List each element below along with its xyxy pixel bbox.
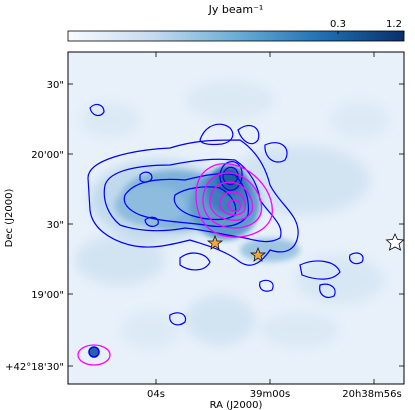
magenta-beam [77, 344, 111, 366]
y-tick-label: +42°18'30" [5, 362, 64, 373]
axes-frame [67, 51, 405, 385]
colorbar-tick-label: 0.3 [330, 19, 346, 30]
y-axis-title: Dec (J2000) [4, 189, 15, 248]
magenta-contours [195, 163, 273, 238]
beam-ellipses [77, 344, 111, 366]
blue-beam [88, 346, 100, 358]
star-marker [206, 235, 224, 250]
y-tick-label: 19'00" [31, 290, 64, 301]
y-tick-label: 30" [47, 220, 64, 231]
map-image: 04s 39m00s 20h38m56s +42°18'30" 19'00" 3… [4, 51, 405, 410]
star-marker [249, 247, 267, 262]
colorbar-gradient [67, 30, 405, 42]
blue-contours [87, 103, 364, 326]
source-markers [206, 233, 405, 262]
axis-ticks [68, 52, 404, 384]
y-tick-label: 20'00" [31, 150, 64, 161]
x-tick-label: 20h38m56s [342, 389, 401, 400]
x-axis-title: RA (J2000) [210, 400, 263, 410]
y-tick-label: 30" [47, 80, 64, 91]
colorbar-label: Jy beam⁻¹ [208, 3, 264, 16]
colorbar-tick-label: 1.2 [386, 19, 402, 30]
colorbar: Jy beam⁻¹ 0.3 1.2 [67, 3, 405, 42]
emission-layer [75, 80, 390, 350]
x-tick-label: 04s [147, 389, 165, 400]
x-tick-label: 39m00s [250, 389, 290, 400]
star-marker [385, 233, 405, 251]
